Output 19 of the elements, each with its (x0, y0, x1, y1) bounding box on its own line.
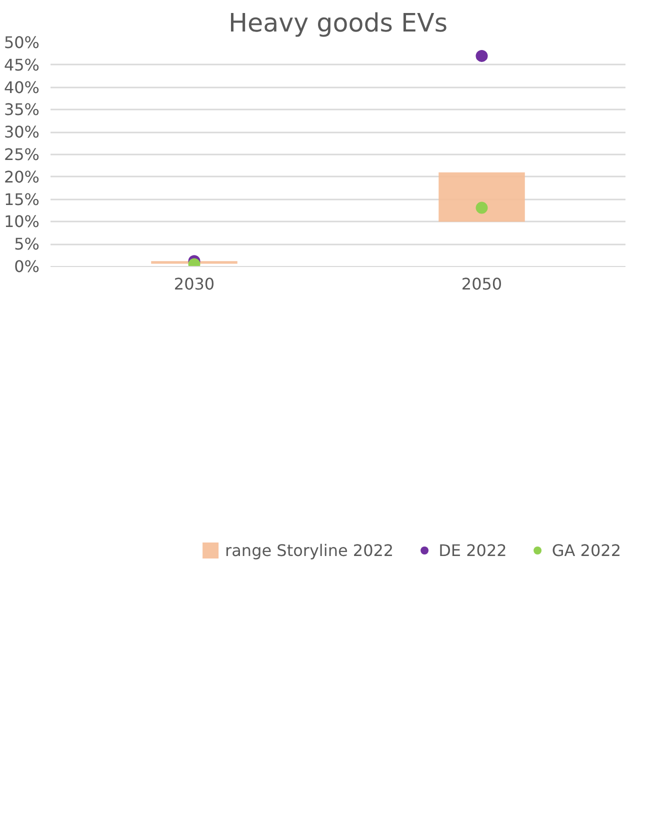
point (476, 202, 488, 214)
y-tick-label: 25% (4, 145, 40, 164)
y-tick-label: 40% (4, 78, 40, 97)
y-tick-label: 30% (4, 122, 40, 142)
y-tick-label: 50% (4, 33, 40, 52)
legend-label: DE 2022 (438, 540, 507, 560)
legend-label: range Storyline 2022 (225, 540, 394, 560)
point (476, 50, 488, 62)
y-tick-label: 10% (4, 212, 40, 232)
legend-label: GA 2022 (552, 540, 621, 560)
y-tick-label: 5% (14, 234, 40, 254)
y-tick-label: 35% (4, 100, 40, 120)
x-tick-label: 2050 (461, 274, 502, 294)
y-tick-label: 20% (4, 167, 40, 186)
chart-title: Heavy goods EVs (228, 8, 448, 38)
y-tick-label: 0% (14, 257, 40, 276)
y-tick-label: 15% (4, 190, 40, 209)
x-tick-label: 2030 (174, 274, 215, 294)
y-tick-label: 45% (4, 55, 40, 74)
